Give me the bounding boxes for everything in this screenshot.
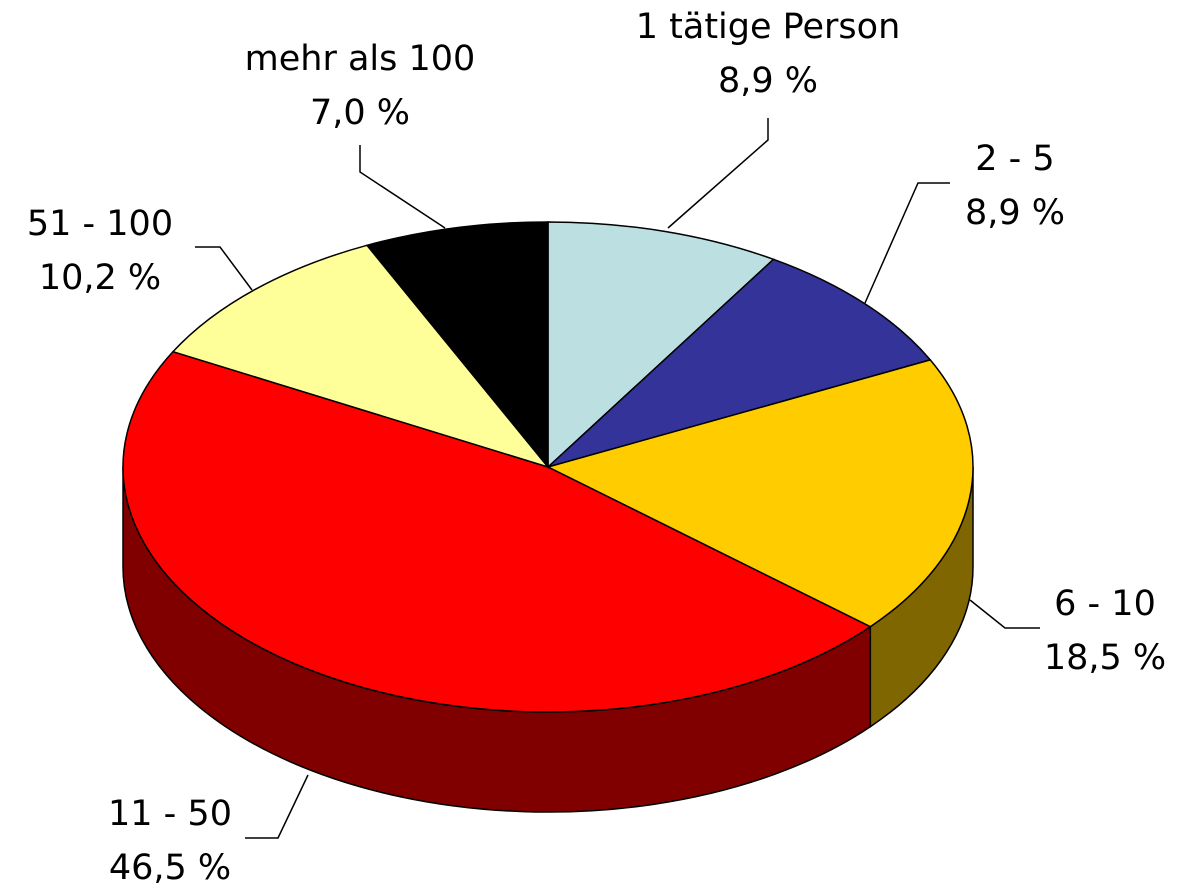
slice-label: 11 - 50 <box>108 794 232 834</box>
value-label: 7,0 % <box>310 93 410 133</box>
leader-line <box>969 599 1040 629</box>
slice <box>171 244 551 469</box>
value-label: 46,5 % <box>109 848 231 888</box>
leader-line <box>195 246 253 291</box>
slice-label: 2 - 5 <box>975 139 1054 179</box>
slice <box>547 258 932 468</box>
slice-label: 1 tätige Person <box>636 7 901 47</box>
slice-label: 51 - 100 <box>27 204 173 244</box>
slice <box>365 221 549 470</box>
slice-label: 6 - 10 <box>1054 584 1156 624</box>
slice <box>547 221 775 469</box>
leader-line <box>245 774 309 839</box>
value-label: 8,9 % <box>718 61 818 101</box>
slice <box>122 350 872 713</box>
leader-line <box>864 182 950 304</box>
slice-label: mehr als 100 <box>245 39 476 79</box>
leader-line <box>667 118 769 229</box>
leader-line <box>359 145 446 229</box>
value-label: 18,5 % <box>1044 638 1166 678</box>
slice <box>545 359 974 628</box>
value-label: 8,9 % <box>965 193 1065 233</box>
value-label: 10,2 % <box>39 258 161 298</box>
